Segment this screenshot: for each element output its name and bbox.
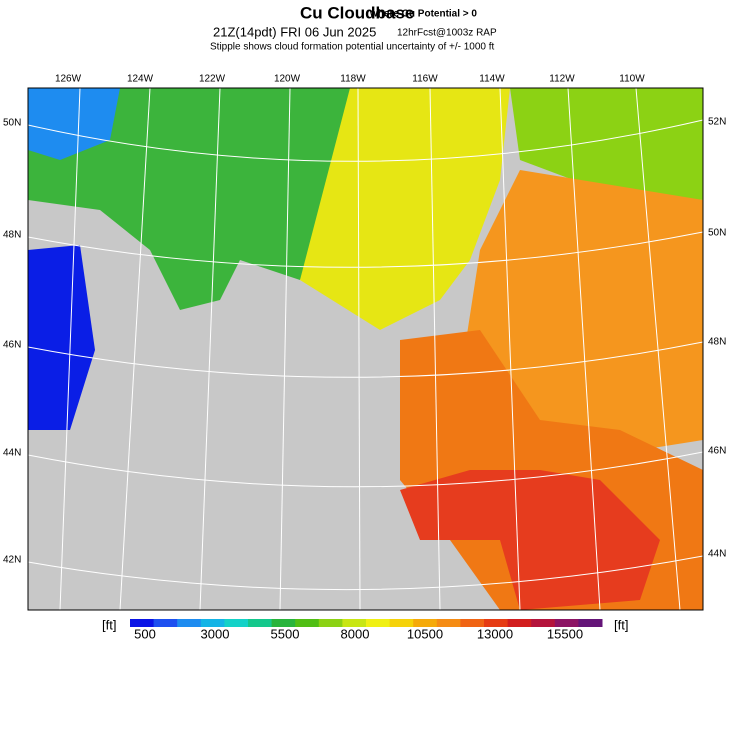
lon-labels: 126W 124W 122W 120W 118W 116W 114W 112W 110W [55, 74, 645, 85]
lon-label: 118W [340, 74, 366, 85]
colorbar-tick-label: 8000 [341, 626, 370, 641]
lat-label: 46N [708, 446, 726, 457]
colorbar-swatch [224, 619, 249, 627]
lon-label: 112W [549, 74, 575, 85]
colorbar-tick-label: 500 [134, 626, 156, 641]
colorbar-tick-label: 3000 [201, 626, 230, 641]
colorbar-swatch [460, 619, 485, 627]
colorbar-swatch [484, 619, 509, 627]
lat-labels-left: 50N 48N 46N 44N 42N [3, 118, 21, 566]
lon-label: 110W [619, 74, 645, 85]
colorbar-swatch [342, 619, 367, 627]
lon-label: 116W [412, 74, 438, 85]
colorbar-swatch [200, 619, 225, 627]
colorbar-swatch [295, 619, 320, 627]
colorbar-swatch [531, 619, 556, 627]
colorbar-swatch [271, 619, 296, 627]
lon-label: 120W [274, 74, 301, 85]
colorbar-swatch [413, 619, 438, 627]
colorbar-swatch [578, 619, 603, 627]
title-note: where Cu Potential > 0 [369, 9, 477, 20]
colorbar-swatch [554, 619, 579, 627]
title: Cu Cloudbase [300, 3, 414, 22]
lon-label: 124W [127, 74, 154, 85]
colorbar-swatch [153, 619, 178, 627]
colorbar-swatch [130, 619, 155, 627]
colorbar-swatch [436, 619, 461, 627]
colorbar-swatch [389, 619, 414, 627]
lon-label: 126W [55, 74, 82, 85]
lon-label: 114W [479, 74, 505, 85]
model: 12hrFcst@1003z RAP [397, 28, 497, 39]
lat-label: 50N [3, 118, 21, 129]
unit-right: [ft] [614, 617, 628, 632]
colorbar-tick-label: 5500 [271, 626, 300, 641]
lat-label: 42N [3, 555, 21, 566]
lat-label: 44N [3, 448, 21, 459]
colorbar: 500 3000 5500 8000 10500 13000 15500 [130, 619, 603, 641]
unit-left: [ft] [102, 617, 116, 632]
stipple-note: Stipple shows cloud formation potential … [210, 42, 495, 53]
colorbar-tick-label: 13000 [477, 626, 513, 641]
colorbar-swatch [248, 619, 273, 627]
colorbar-swatch [507, 619, 532, 627]
lat-label: 48N [708, 337, 726, 348]
lon-label: 122W [199, 74, 226, 85]
lat-label: 46N [3, 340, 21, 351]
lat-label: 48N [3, 230, 21, 241]
colorbar-tick-label: 15500 [547, 626, 583, 641]
map-area [27, 87, 704, 611]
colorbar-swatch [366, 619, 391, 627]
valid-time: 21Z(14pdt) FRI 06 Jun 2025 [213, 24, 376, 39]
lat-label: 50N [708, 228, 726, 239]
colorbar-swatch [318, 619, 343, 627]
colorbar-swatch [177, 619, 202, 627]
lat-label: 44N [708, 549, 726, 560]
lat-label: 52N [708, 117, 726, 128]
lat-labels-right: 52N 50N 48N 46N 44N [708, 117, 726, 560]
colorbar-tick-label: 10500 [407, 626, 443, 641]
